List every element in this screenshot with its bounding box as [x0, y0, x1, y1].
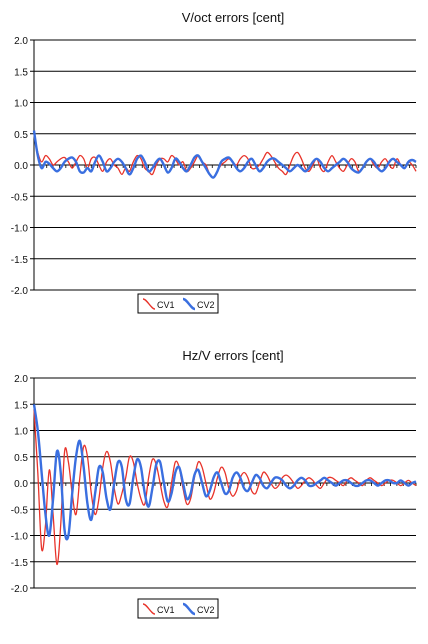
chart-title: V/oct errors [cent]	[182, 10, 285, 25]
y-tick-label: -2.0	[11, 584, 29, 595]
y-tick-label: 2.0	[14, 36, 28, 47]
y-tick-label: -1.5	[11, 255, 29, 266]
y-tick-label: 1.5	[14, 67, 28, 78]
y-tick-label: -0.5	[11, 505, 29, 516]
voct-errors-svg: V/oct errors [cent] 2.0 1.5 1.0 0.5 0.0 -0.5 -1…	[11, 10, 417, 314]
legend-swatch-cv1	[142, 298, 156, 310]
y-tick-label: 0.5	[14, 453, 28, 464]
legend-label-cv1: CV1	[157, 605, 175, 615]
legend-label-cv1: CV1	[157, 300, 175, 310]
legend-swatch-cv2	[182, 297, 196, 311]
legend-swatch-cv1	[142, 603, 156, 615]
series-line-cv2	[32, 130, 417, 179]
series-line-cv1	[33, 133, 417, 179]
legend-box	[137, 598, 219, 619]
y-tick-label: -1.0	[11, 532, 29, 543]
hzv-errors-svg: Hz/V errors [cent] 2.0 1.5 1.0 0.5 0.0 -0.5 -1.…	[11, 348, 417, 619]
y-tick-label: -2.0	[11, 286, 29, 297]
legend-swatch-cv2	[182, 602, 196, 616]
y-tick-label: 1.0	[14, 427, 28, 438]
y-tick-label: -1.5	[11, 558, 29, 569]
legend: CV1 CV2	[137, 598, 219, 619]
chart-title: Hz/V errors [cent]	[182, 348, 283, 363]
y-tick-label: 1.5	[14, 400, 28, 411]
series-line-cv2	[32, 404, 417, 541]
y-tick-label: -0.5	[11, 192, 29, 203]
legend-label-cv2: CV2	[197, 605, 215, 615]
hzv-errors-chart: Hz/V errors [cent] 2.0 1.5 1.0 0.5 0.0 -0.5 -1.…	[0, 338, 428, 639]
voct-errors-chart: V/oct errors [cent] 2.0 1.5 1.0 0.5 0.0 -0.5 -1…	[11, 10, 417, 314]
y-tick-label: 2.0	[14, 374, 28, 385]
legend-label-cv2: CV2	[197, 300, 215, 310]
legend-box	[137, 293, 219, 314]
y-tick-label: 1.0	[14, 99, 28, 110]
series-line-cv1	[33, 409, 417, 566]
y-tick-label: 0.5	[14, 130, 28, 141]
y-tick-label: -1.0	[11, 224, 29, 235]
y-tick-label: 0.0	[14, 479, 28, 490]
legend: CV1 CV2	[137, 293, 219, 314]
y-tick-label: 0.0	[14, 161, 28, 172]
